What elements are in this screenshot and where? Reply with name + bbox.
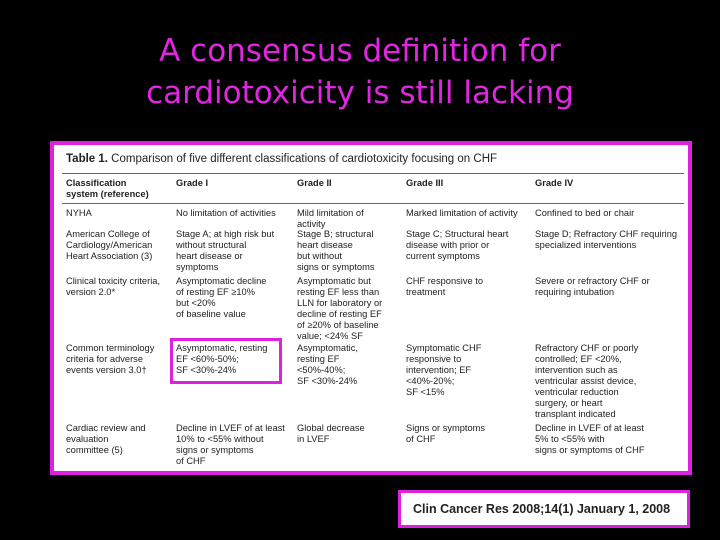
row-crec-grade-1: Decline in LVEF of at least 10% to <55% … [176,423,285,466]
row-clinical-toxicity-grade-1: Asymptomatic decline of resting EF ≥10% … [176,276,267,319]
citation-text: Clin Cancer Res 2008;14(1) January 1, 20… [413,502,671,516]
table-caption: Table 1. Comparison of five different cl… [66,153,497,165]
row-acc-aha-grade-4: Stage D; Refractory CHF requiring specia… [535,229,678,250]
row-nyha-grade-4: Confined to bed or chair [535,208,635,218]
row-acc-aha-grade-1: Stage A; at high risk but without struct… [176,229,275,272]
row-ctcae-grade-2: Asymptomatic, resting EF <50%-40%; SF <3… [297,343,358,386]
header-grade-1: Grade I [176,178,209,188]
row-crec-grade-3: Signs or symptoms of CHF [406,423,486,444]
row-crec-grade-4: Decline in LVEF of at least 5% to <55% w… [535,423,645,455]
row-acc-aha-grade-2: Stage B; structural heart disease but wi… [297,229,375,272]
table-caption-label: Table 1. [66,153,108,165]
table-header-rule [62,203,684,204]
table-top-rule [62,173,684,174]
header-grade-3: Grade III [406,178,444,188]
header-classification-system: Classification system (reference) [66,178,149,199]
table-figure: Table 1. Comparison of five different cl… [50,141,692,475]
row-ctcae-grade-4: Refractory CHF or poorly controlled; EF … [535,343,639,419]
header-grade-4: Grade IV [535,178,574,188]
row-clinical-toxicity-grade-3: CHF responsive to treatment [406,276,483,297]
row-nyha-system: NYHA [66,208,92,218]
row-acc-aha-grade-3: Stage C; Structural heart disease with p… [406,229,509,261]
row-clinical-toxicity-grade-2: Asymptomatic but resting EF less than LL… [297,276,383,341]
row-ctcae-grade-3: Symptomatic CHF responsive to interventi… [406,343,482,397]
header-grade-2: Grade II [297,178,332,188]
row-crec-system: Cardiac review and evaluation committee … [66,423,146,455]
row-nyha-grade-2: Mild limitation of activity [297,208,364,229]
slide-title: A consensus definition for cardiotoxicit… [0,30,720,114]
row-ctcae-grade-1: Asymptomatic, resting EF <60%-50%; SF <3… [176,343,268,375]
row-clinical-toxicity-system: Clinical toxicity criteria, version 2.0* [66,276,161,297]
citation-box: Clin Cancer Res 2008;14(1) January 1, 20… [398,490,690,528]
row-clinical-toxicity-grade-4: Severe or refractory CHF or requiring in… [535,276,650,297]
ctcae-grade-1-highlight-box [170,338,282,384]
row-crec-grade-2: Global decrease in LVEF [297,423,365,444]
row-nyha-grade-1: No limitation of activities [176,208,276,218]
table-caption-text: Comparison of five different classificat… [111,153,498,165]
slide-title-line-2: cardiotoxicity is still lacking [146,75,574,111]
row-acc-aha-system: American College of Cardiology/American … [66,229,153,261]
row-ctcae-system: Common terminology criteria for adverse … [66,343,155,375]
row-nyha-grade-3: Marked limitation of activity [406,208,518,218]
slide-title-line-1: A consensus definition for [159,33,561,69]
